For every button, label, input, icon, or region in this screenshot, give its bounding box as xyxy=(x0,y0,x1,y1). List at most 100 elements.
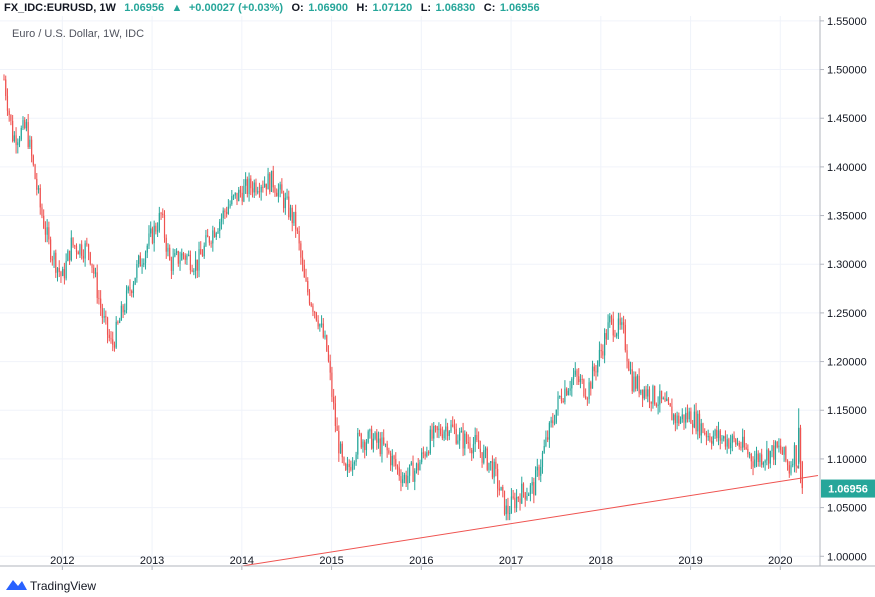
candle-body xyxy=(402,479,404,484)
candle-body xyxy=(296,229,299,231)
candle-body xyxy=(531,481,533,486)
candle-body xyxy=(305,277,307,282)
candle-body xyxy=(586,398,588,400)
candle-body xyxy=(381,437,383,455)
candle-body xyxy=(127,287,129,291)
candle-body xyxy=(312,305,314,312)
candle-body xyxy=(18,139,21,143)
candle-body xyxy=(503,490,506,515)
candle-body xyxy=(666,398,668,402)
candle-body xyxy=(56,267,59,273)
candle-body xyxy=(455,428,457,444)
candle-body xyxy=(274,187,276,193)
candle-body xyxy=(445,426,447,432)
candle-body xyxy=(15,135,17,146)
candle-body xyxy=(396,465,399,468)
candle-body xyxy=(13,135,15,142)
chart-subtitle: Euro / U.S. Dollar, 1W, IDC xyxy=(12,28,144,40)
candle-body xyxy=(5,79,7,96)
candle-body xyxy=(731,435,733,443)
candle-body xyxy=(459,432,461,441)
candle-body xyxy=(400,476,402,484)
candle-body xyxy=(238,189,240,202)
candle-body xyxy=(307,281,309,293)
candle-body xyxy=(693,411,695,428)
candle-body xyxy=(733,435,735,440)
candle-body xyxy=(797,466,799,468)
candle-body xyxy=(585,396,587,399)
candle-body xyxy=(799,427,802,462)
candle-body xyxy=(143,263,145,265)
candle-body xyxy=(645,389,647,397)
open-value: 1.06900 xyxy=(308,2,348,14)
candle-body xyxy=(566,388,568,396)
candle-body xyxy=(276,192,278,197)
tradingview-logo[interactable]: TradingView xyxy=(6,579,96,593)
candle-body xyxy=(502,487,504,491)
candle-body xyxy=(662,398,664,400)
candle-body xyxy=(357,432,359,455)
candle-body xyxy=(472,444,475,454)
candle-body xyxy=(220,217,223,222)
candle-body xyxy=(767,449,770,464)
candle-body xyxy=(773,445,775,460)
candle-body xyxy=(486,448,488,470)
candle-body xyxy=(674,414,676,424)
candle-body xyxy=(234,192,236,196)
candle-body xyxy=(610,316,613,319)
last-price: 1.06956 xyxy=(124,2,164,14)
candle-body xyxy=(465,433,468,443)
candle-body xyxy=(170,259,173,271)
candle-body xyxy=(146,245,148,253)
candle-body xyxy=(49,239,52,260)
candle-body xyxy=(536,466,538,471)
candle-body xyxy=(98,297,100,299)
candle-body xyxy=(117,321,119,323)
candle-body xyxy=(70,237,72,261)
candle-body xyxy=(298,230,300,244)
candle-body xyxy=(785,446,787,461)
candle-body xyxy=(3,79,5,81)
candle-body xyxy=(51,259,53,261)
candle-body xyxy=(771,445,773,451)
candle-body xyxy=(528,494,530,496)
candle-body xyxy=(32,155,34,165)
candle-body xyxy=(617,318,620,334)
y-tick-label: 1.30000 xyxy=(827,259,867,271)
candle-body xyxy=(433,426,435,439)
candle-body xyxy=(86,243,88,245)
candle-body xyxy=(685,412,687,423)
x-tick-label: 2013 xyxy=(140,555,164,567)
candle-body xyxy=(679,418,682,424)
candle-body xyxy=(372,438,374,449)
candle-body xyxy=(604,333,606,356)
candle-body xyxy=(371,429,373,449)
candle-body xyxy=(619,318,621,325)
candle-body xyxy=(686,412,689,420)
candle-body xyxy=(407,475,409,484)
candle-body xyxy=(560,395,563,401)
candle-body xyxy=(8,110,10,115)
candle-body xyxy=(201,254,204,257)
candle-body xyxy=(764,460,766,463)
candle-body xyxy=(643,389,645,399)
candle-body xyxy=(270,170,273,192)
candle-body xyxy=(310,303,312,306)
candle-body xyxy=(574,370,576,375)
candle-body xyxy=(89,252,91,264)
candle-body xyxy=(704,432,706,434)
candle-body xyxy=(172,256,174,271)
candle-body xyxy=(422,452,424,454)
candle-body xyxy=(790,465,792,474)
candle-body xyxy=(600,349,602,352)
candle-body xyxy=(457,440,459,444)
candle-body xyxy=(571,378,573,389)
candle-body xyxy=(17,142,19,146)
candle-body xyxy=(483,450,485,463)
candle-body xyxy=(709,436,711,441)
candle-body xyxy=(320,323,323,325)
candle-body xyxy=(750,454,752,462)
candle-body xyxy=(678,415,680,424)
candle-body xyxy=(505,505,507,515)
